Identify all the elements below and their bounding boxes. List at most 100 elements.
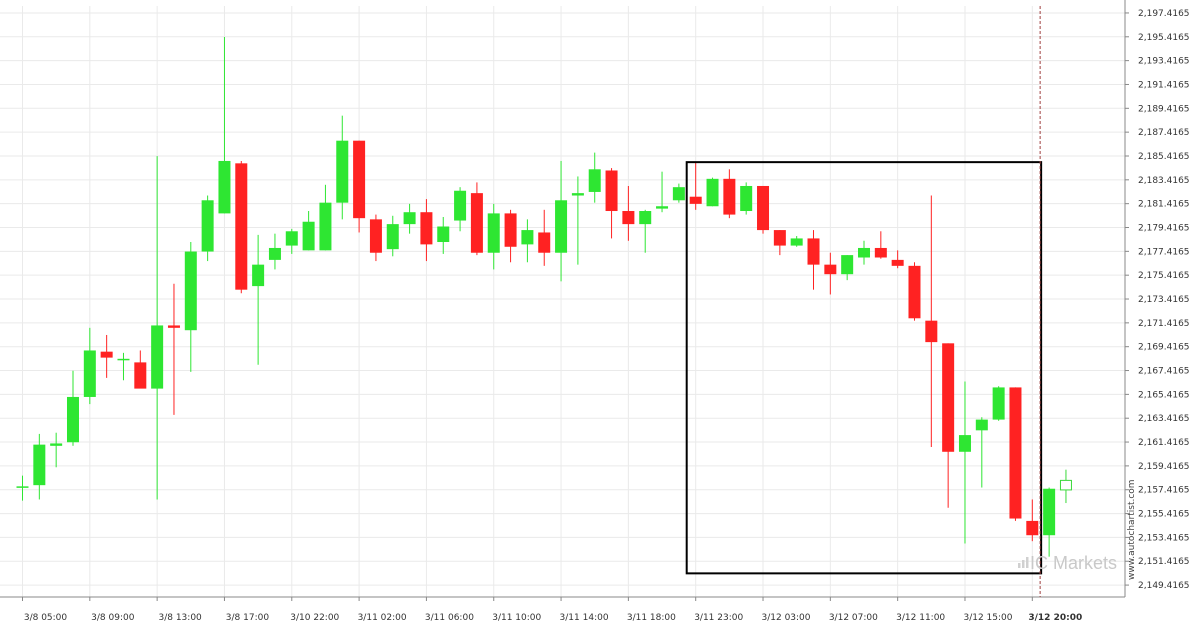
candle-body	[151, 325, 164, 389]
candle-body	[268, 247, 281, 260]
y-tick-label: 2,167.4165	[1138, 367, 1190, 377]
candle-body	[504, 213, 517, 247]
candle-body	[740, 185, 753, 212]
candle-body	[319, 202, 332, 251]
candle-body	[33, 444, 46, 486]
y-tick-label: 2,193.4165	[1138, 57, 1190, 67]
x-tick-label: 3/11 06:00	[425, 613, 474, 623]
logo-bar-icon	[1022, 560, 1025, 568]
axes	[0, 0, 1129, 601]
y-axis-tick-labels: 2,149.4165 2,151.4165 2,153.4165 2,155.4165…	[1138, 9, 1190, 591]
candle-body	[605, 170, 618, 212]
y-tick-label: 2,173.4165	[1138, 295, 1190, 305]
candle-body	[252, 264, 265, 287]
candle-body	[302, 221, 315, 251]
candle-body	[908, 265, 921, 319]
candle-body	[1026, 520, 1039, 536]
candle-body	[470, 193, 483, 253]
x-tick-label: 3/12 03:00	[762, 613, 811, 623]
y-tick-label: 2,195.4165	[1138, 33, 1190, 43]
candle-body	[235, 163, 248, 290]
y-tick-label: 2,187.4165	[1138, 128, 1190, 138]
candle-body	[588, 169, 601, 192]
candle-body	[656, 206, 669, 209]
candle-body	[874, 247, 887, 258]
candle-body	[167, 325, 180, 328]
candle-body	[942, 343, 955, 452]
y-tick-label: 2,161.4165	[1138, 438, 1190, 448]
candle-body	[571, 193, 584, 196]
candle-body	[117, 358, 130, 361]
y-tick-label: 2,157.4165	[1138, 486, 1190, 496]
candle-body	[353, 140, 366, 219]
y-tick-label: 2,159.4165	[1138, 462, 1190, 472]
y-tick-label: 2,189.4165	[1138, 104, 1190, 114]
y-tick-label: 2,171.4165	[1138, 319, 1190, 329]
x-tick-label: 3/11 18:00	[627, 613, 676, 623]
x-tick-label: 3/8 05:00	[24, 613, 68, 623]
candle-body	[16, 486, 29, 488]
candle-body	[487, 213, 500, 253]
candle-body	[1059, 479, 1072, 491]
candle-body	[858, 247, 870, 258]
candle-body	[134, 362, 147, 389]
y-tick-label: 2,151.4165	[1138, 557, 1190, 567]
candle-body	[369, 219, 382, 253]
candle-body	[437, 226, 450, 243]
y-tick-label: 2,179.4165	[1138, 224, 1190, 234]
candle-body	[639, 211, 652, 225]
candle-body	[689, 196, 702, 204]
y-tick-label: 2,155.4165	[1138, 510, 1190, 520]
candle-body	[336, 140, 349, 203]
brand-logo: IC Markets	[1018, 553, 1117, 573]
candle-body	[807, 238, 820, 265]
candle-body	[622, 211, 635, 225]
candle-body	[218, 160, 231, 214]
candle-body	[184, 251, 197, 331]
candle-body	[386, 224, 399, 250]
x-tick-label: 3/8 13:00	[158, 613, 202, 623]
y-tick-label: 2,175.4165	[1138, 271, 1190, 281]
logo-bar-icon	[1018, 563, 1021, 568]
candle-body	[403, 212, 416, 225]
x-tick-label: 3/12 20:00	[1028, 613, 1082, 623]
y-tick-label: 2,165.4165	[1138, 390, 1190, 400]
y-tick-label: 2,183.4165	[1138, 176, 1190, 186]
logo-bar-icon	[1026, 557, 1029, 568]
x-tick-label: 3/8 17:00	[226, 613, 270, 623]
pattern-overlay	[685, 6, 1043, 597]
x-tick-label: 3/11 23:00	[694, 613, 743, 623]
x-axis-tick-labels: 3/8 05:00 3/8 09:00 3/8 13:00 3/8 17:00 3/10…	[24, 613, 1082, 623]
candle-body	[1009, 387, 1022, 519]
y-tick-label: 2,185.4165	[1138, 152, 1190, 162]
y-tick-label: 2,163.4165	[1138, 414, 1190, 424]
y-tick-label: 2,153.4165	[1138, 533, 1190, 543]
candle-body	[824, 264, 837, 275]
candle-body	[757, 185, 770, 231]
y-tick-label: 2,197.4165	[1138, 9, 1190, 19]
candle-body	[1043, 488, 1056, 536]
x-tick-label: 3/12 07:00	[829, 613, 878, 623]
x-tick-label: 3/12 15:00	[963, 613, 1012, 623]
candle-body	[790, 238, 803, 246]
x-tick-label: 3/8 09:00	[91, 613, 135, 623]
candle-body	[925, 320, 938, 343]
candle-body	[285, 231, 298, 246]
candle-body	[83, 350, 96, 397]
candle-body	[706, 178, 719, 207]
candle-body	[50, 443, 63, 446]
y-tick-label: 2,191.4165	[1138, 80, 1190, 90]
y-tick-label: 2,177.4165	[1138, 247, 1190, 257]
brand-prefix: IC	[1030, 553, 1048, 573]
candles	[16, 36, 1072, 557]
x-tick-label: 3/11 10:00	[492, 613, 541, 623]
pattern-box	[685, 161, 1043, 575]
candle-body	[66, 396, 79, 443]
x-tick-label: 3/10 22:00	[290, 613, 339, 623]
candle-body	[891, 259, 904, 266]
y-tick-label: 2,169.4165	[1138, 343, 1190, 353]
candle-body	[521, 230, 534, 245]
x-tick-label: 3/11 14:00	[560, 613, 609, 623]
x-tick-label: 3/12 11:00	[896, 613, 945, 623]
